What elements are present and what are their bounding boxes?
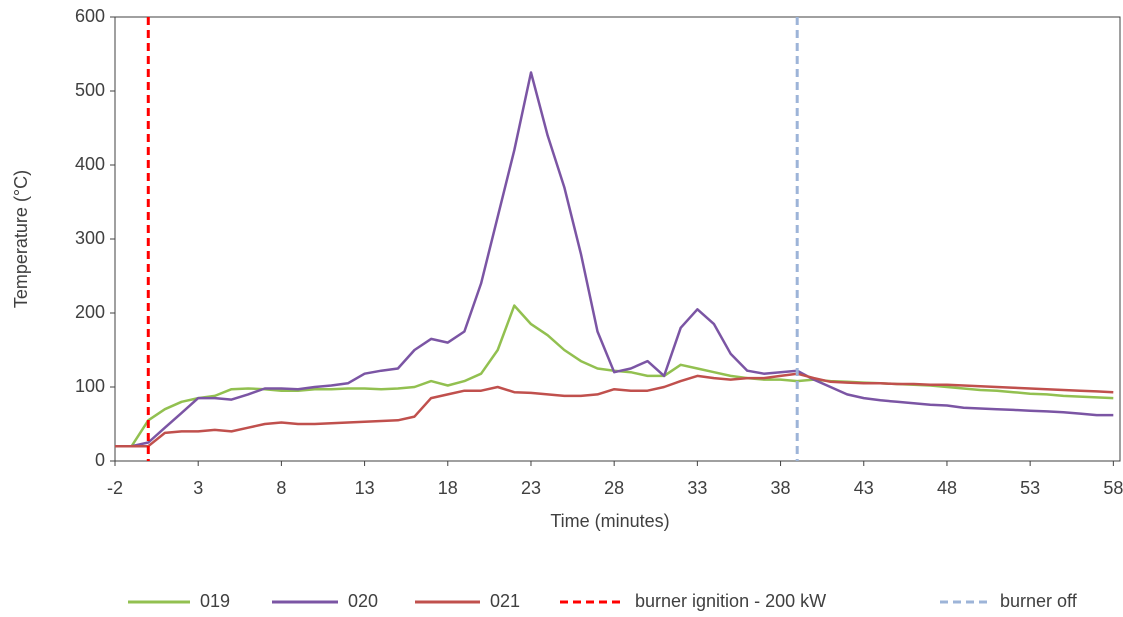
y-tick-label: 600 xyxy=(75,6,105,26)
y-tick-label: 500 xyxy=(75,80,105,100)
x-tick-label: -2 xyxy=(107,478,123,498)
x-tick-label: 23 xyxy=(521,478,541,498)
legend-label: burner off xyxy=(1000,591,1078,611)
x-tick-label: 58 xyxy=(1103,478,1123,498)
x-tick-label: 28 xyxy=(604,478,624,498)
x-tick-label: 53 xyxy=(1020,478,1040,498)
legend-label: 020 xyxy=(348,591,378,611)
y-tick-label: 200 xyxy=(75,302,105,322)
y-tick-label: 100 xyxy=(75,376,105,396)
plot-frame xyxy=(114,16,1121,462)
legend-label: 019 xyxy=(200,591,230,611)
y-tick-label: 0 xyxy=(95,450,105,470)
x-tick-label: 18 xyxy=(438,478,458,498)
x-tick-label: 8 xyxy=(276,478,286,498)
y-tick-label: 400 xyxy=(75,154,105,174)
series-line xyxy=(115,372,1114,448)
y-tick-label: 300 xyxy=(75,228,105,248)
x-tick-label: 33 xyxy=(687,478,707,498)
y-axis-title: Temperature (°C) xyxy=(11,170,31,308)
legend-label: 021 xyxy=(490,591,520,611)
x-axis-title: Time (minutes) xyxy=(550,511,669,531)
x-tick-label: 38 xyxy=(771,478,791,498)
series-line xyxy=(115,71,1114,448)
legend-label: burner ignition - 200 kW xyxy=(635,591,826,611)
x-tick-label: 43 xyxy=(854,478,874,498)
x-tick-label: 48 xyxy=(937,478,957,498)
x-tick-label: 13 xyxy=(355,478,375,498)
x-tick-label: 3 xyxy=(193,478,203,498)
